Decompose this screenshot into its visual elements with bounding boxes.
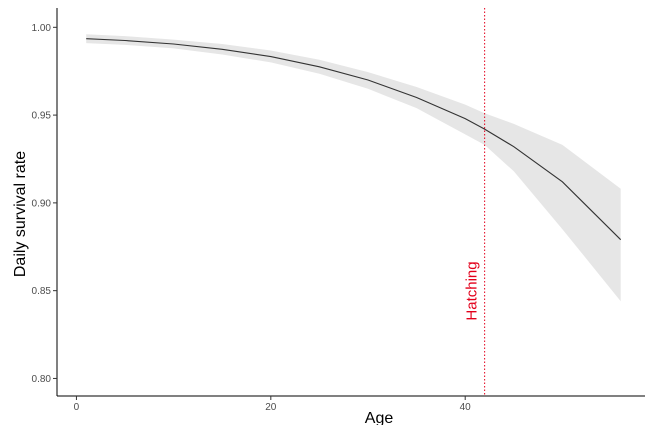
x-tick-label: 20	[265, 402, 277, 413]
x-axis-title: Age	[365, 410, 394, 425]
y-tick-label: 0.80	[32, 374, 52, 385]
confidence-band	[86, 34, 621, 302]
y-tick-label: 0.90	[32, 198, 52, 209]
y-tick-label: 1.00	[32, 23, 52, 34]
hatching-label: Hatching	[464, 261, 481, 320]
series-line-layer	[86, 38, 622, 241]
survival-line	[86, 38, 622, 241]
x-tick-label: 40	[460, 402, 472, 413]
axes: 0.80 0.85 0.90 0.95 1.00 0 20 40	[32, 8, 645, 413]
y-tick-label: 0.95	[32, 111, 52, 122]
x-tick-label: 0	[74, 402, 80, 413]
y-tick-label: 0.85	[32, 286, 52, 297]
annotation-layer: Hatching	[464, 8, 486, 396]
y-axis-title: Daily survival rate	[12, 151, 29, 277]
confidence-band-layer	[86, 34, 621, 302]
